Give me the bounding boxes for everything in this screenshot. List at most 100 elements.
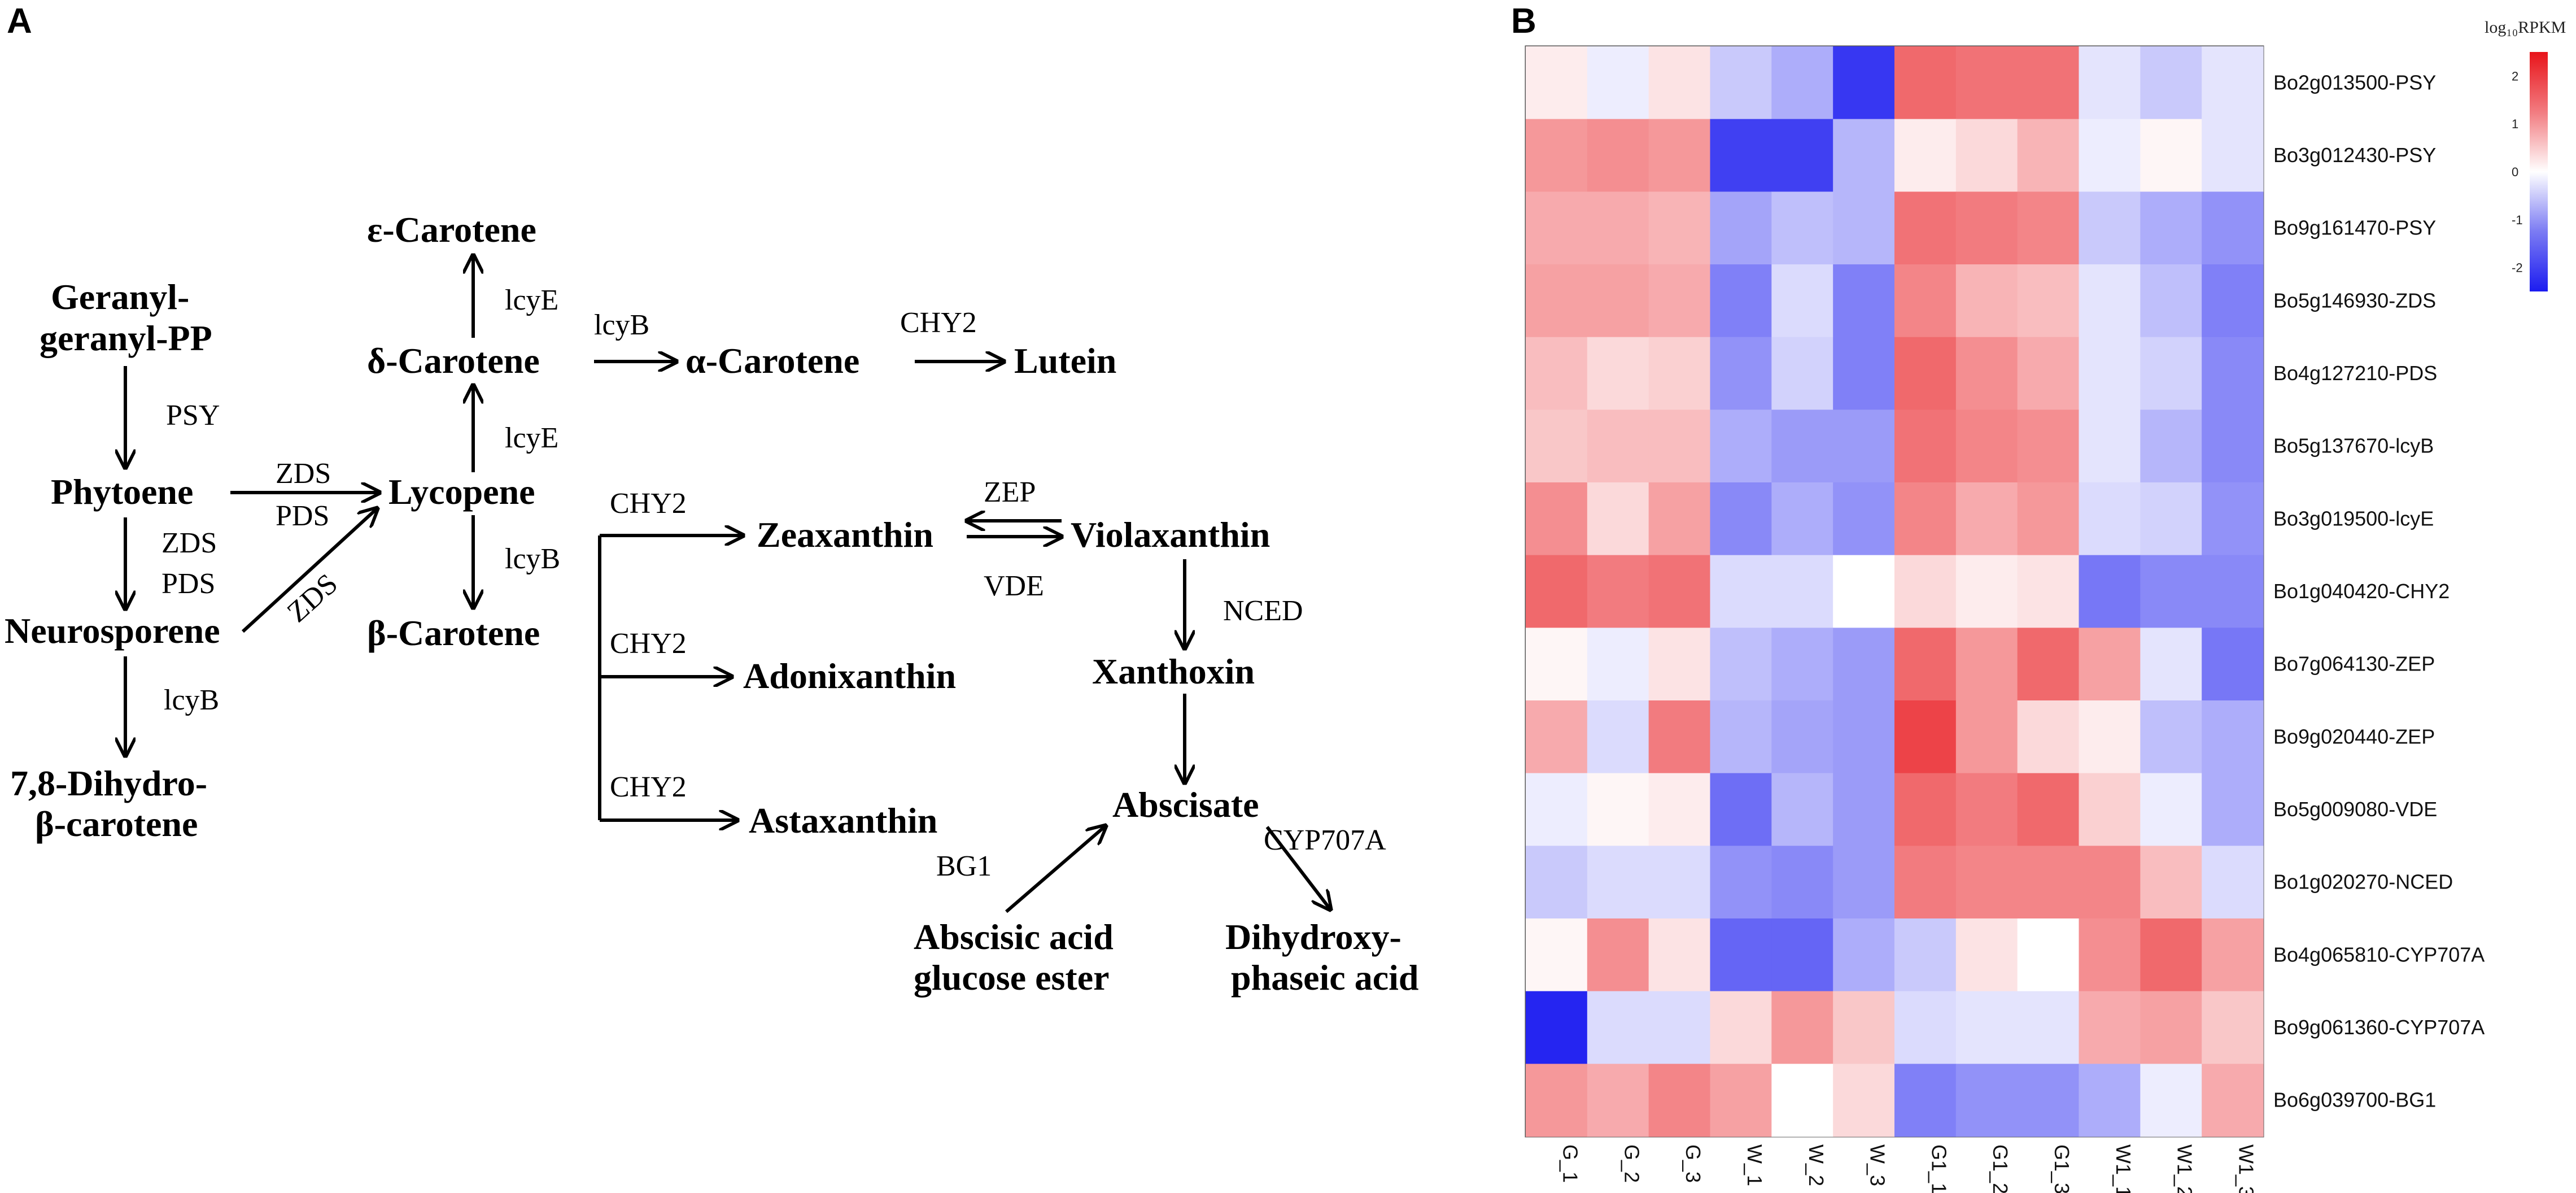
column-label: W1_3 bbox=[2235, 1144, 2258, 1193]
heatmap-cell bbox=[1526, 700, 1588, 774]
heatmap-cell bbox=[1955, 337, 2018, 410]
heatmap-cell bbox=[2202, 191, 2264, 265]
heatmap-cell bbox=[1894, 1064, 1957, 1137]
heatmap-cell bbox=[1710, 700, 1772, 774]
heatmap-cell bbox=[1955, 628, 2018, 701]
heatmap-cell bbox=[2202, 46, 2264, 120]
row-label: Bo2g013500-PSY bbox=[2273, 71, 2436, 94]
enzyme-lcyb-alpha: lcyB bbox=[594, 309, 649, 341]
heatmap-cell bbox=[1833, 991, 1895, 1064]
heatmap-cell bbox=[2079, 918, 2141, 992]
heatmap-cell bbox=[1894, 46, 1957, 120]
heatmap-cell bbox=[1771, 555, 1833, 628]
enzyme-pds-top: PDS bbox=[276, 500, 329, 532]
row-label: Bo5g137670-lcyB bbox=[2273, 434, 2434, 458]
enzyme-lcyb-beta: lcyB bbox=[505, 543, 560, 575]
heatmap-cell bbox=[1833, 482, 1895, 556]
heatmap-cell bbox=[2140, 628, 2202, 701]
heatmap-cell bbox=[2140, 264, 2202, 338]
heatmap-cell bbox=[2140, 191, 2202, 265]
heatmap-cell bbox=[2140, 482, 2202, 556]
heatmap-cell bbox=[1587, 482, 1649, 556]
heatmap-cell bbox=[1833, 119, 1895, 192]
heatmap-cell bbox=[2140, 991, 2202, 1064]
heatmap-cell bbox=[2202, 773, 2264, 846]
heatmap-cell bbox=[1587, 918, 1649, 992]
node-dpa-line1: Dihydroxy- bbox=[1225, 917, 1401, 957]
heatmap-cell bbox=[1648, 410, 1711, 483]
node-aage-line1: Abscisic acid bbox=[914, 917, 1114, 957]
node-astaxanthin: Astaxanthin bbox=[749, 800, 937, 841]
node-xanthoxin: Xanthoxin bbox=[1092, 651, 1255, 691]
heatmap-cell bbox=[2017, 991, 2080, 1064]
enzyme-chy2-zeaxanthin: CHY2 bbox=[610, 487, 687, 520]
heatmap-cell bbox=[1955, 918, 2018, 992]
row-label: Bo5g146930-ZDS bbox=[2273, 289, 2436, 312]
heatmap-cell bbox=[1833, 46, 1895, 120]
row-label: Bo3g019500-lcyE bbox=[2273, 507, 2434, 530]
pathway-diagram: Geranyl- geranyl-PP Phytoene Neurosporen… bbox=[5, 210, 1418, 998]
heatmap-cell bbox=[2017, 264, 2080, 338]
heatmap-cell bbox=[1894, 991, 1957, 1064]
row-label: Bo9g061360-CYP707A bbox=[2273, 1016, 2485, 1039]
heatmap-cell bbox=[1894, 482, 1957, 556]
heatmap-cell bbox=[2017, 337, 2080, 410]
heatmap-cell bbox=[2079, 191, 2141, 265]
row-label: Bo7g064130-ZEP bbox=[2273, 652, 2435, 676]
heatmap-cell bbox=[1648, 555, 1711, 628]
heatmap-cell bbox=[1894, 119, 1957, 192]
heatmap-cell bbox=[1587, 337, 1649, 410]
heatmap-cell bbox=[1771, 191, 1833, 265]
panel-label-b: B bbox=[1511, 2, 1536, 41]
heatmap-cell bbox=[1833, 628, 1895, 701]
heatmap-cell bbox=[1526, 119, 1588, 192]
heatmap-cell bbox=[2079, 119, 2141, 192]
legend-ticks: 2 1 0 -1 -2 bbox=[2512, 69, 2523, 275]
heatmap-cell bbox=[1526, 555, 1588, 628]
node-neurosporene: Neurosporene bbox=[5, 611, 220, 651]
heatmap-cell bbox=[2017, 846, 2080, 919]
heatmap-cell bbox=[2017, 700, 2080, 774]
heatmap-cell bbox=[1648, 191, 1711, 265]
heatmap-cell bbox=[1833, 555, 1895, 628]
heatmap-cell bbox=[2140, 46, 2202, 120]
heatmap-cell bbox=[2202, 628, 2264, 701]
heatmap-cell bbox=[2079, 264, 2141, 338]
node-geranyl-line2: geranyl-PP bbox=[40, 318, 212, 358]
heatmap-cell bbox=[1526, 410, 1588, 483]
enzyme-cyp707a: CYP707A bbox=[1264, 824, 1386, 856]
heatmap-cell bbox=[1894, 264, 1957, 338]
node-aage-line2: glucose ester bbox=[914, 957, 1110, 998]
heatmap-cell bbox=[2140, 700, 2202, 774]
heatmap-cell bbox=[1648, 46, 1711, 120]
heatmap-cell bbox=[1771, 918, 1833, 992]
heatmap-cell bbox=[1894, 628, 1957, 701]
heatmap-cell bbox=[1833, 191, 1895, 265]
heatmap-cell bbox=[1710, 1064, 1772, 1137]
heatmap-cell bbox=[2202, 264, 2264, 338]
legend-bar bbox=[2530, 52, 2548, 291]
heatmap-cell bbox=[1894, 773, 1957, 846]
heatmap-cell bbox=[2017, 1064, 2080, 1137]
heatmap-cell bbox=[2202, 991, 2264, 1064]
heatmap-cell bbox=[2017, 410, 2080, 483]
heatmap-cell bbox=[1648, 337, 1711, 410]
node-dpa-line2: phaseic acid bbox=[1231, 957, 1418, 998]
enzyme-zds-diagonal: ZDS bbox=[281, 568, 344, 629]
node-violaxanthin: Violaxanthin bbox=[1071, 515, 1270, 555]
heatmap-cell bbox=[2079, 482, 2141, 556]
row-label: Bo9g020440-ZEP bbox=[2273, 725, 2435, 748]
column-label: G1_3 bbox=[2050, 1144, 2073, 1193]
heatmap-cell bbox=[1955, 773, 2018, 846]
heatmap-cell bbox=[2079, 846, 2141, 919]
legend-tick: -2 bbox=[2512, 261, 2523, 275]
node-delta-carotene: δ-Carotene bbox=[367, 341, 540, 381]
node-alpha-carotene: α-Carotene bbox=[686, 341, 859, 381]
enzyme-pds-down: PDS bbox=[161, 568, 215, 600]
heatmap-cell bbox=[1771, 846, 1833, 919]
heatmap-cell bbox=[1833, 700, 1895, 774]
heatmap-cell bbox=[2202, 555, 2264, 628]
heatmap-cell bbox=[1771, 410, 1833, 483]
heatmap-cell bbox=[1894, 846, 1957, 919]
heatmap-cell bbox=[1710, 555, 1772, 628]
